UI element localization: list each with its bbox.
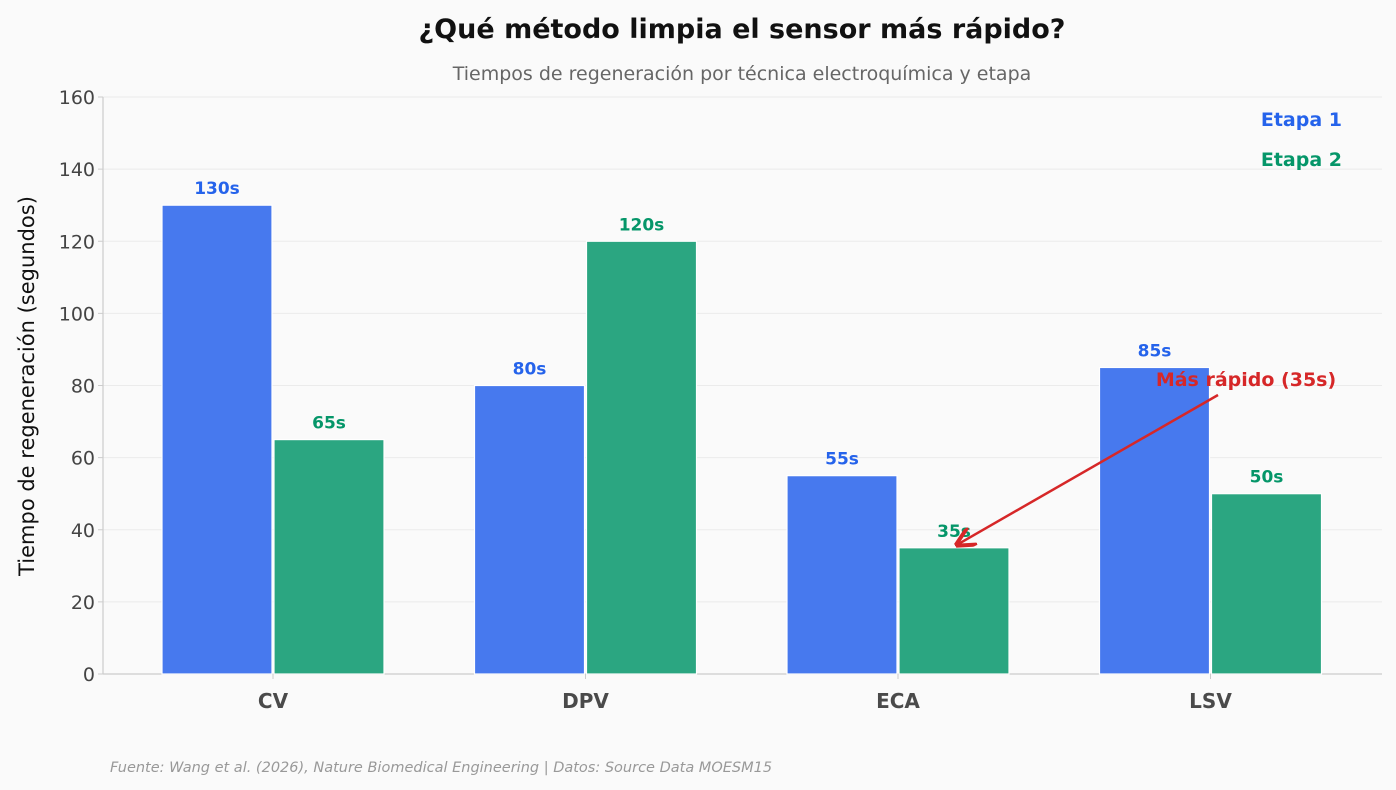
bar-cv-series-2	[273, 438, 385, 675]
x-tick-label: DPV	[562, 689, 609, 713]
source-note: Fuente: Wang et al. (2026), Nature Biome…	[110, 760, 772, 776]
data-label: 130s	[194, 179, 240, 199]
bar-dpv-series-1	[473, 384, 586, 675]
annotation: Más rápido (35s)	[957, 369, 1336, 545]
legend-entry: Etapa 2	[1261, 149, 1342, 171]
x-tick-label: CV	[258, 689, 289, 713]
y-axis-ticks: 0 20 40 60 80 100 120 140 160	[59, 87, 103, 686]
legend: Etapa 1 Etapa 2	[1261, 109, 1342, 171]
data-label: 50s	[1250, 468, 1284, 488]
data-label: 120s	[619, 215, 665, 235]
y-tick-label: 160	[59, 87, 95, 109]
y-tick-label: 80	[71, 376, 95, 398]
annotation-label: Más rápido (35s)	[1156, 369, 1336, 391]
data-label: 80s	[513, 360, 547, 380]
bar-eca-series-1	[786, 475, 898, 675]
y-tick-label: 20	[71, 592, 95, 614]
annotation-arrow	[957, 393, 1219, 545]
data-label: 85s	[1138, 341, 1172, 361]
y-axis-label: Tiempo de regeneración (segundos)	[15, 196, 39, 577]
legend-entry: Etapa 1	[1261, 109, 1342, 131]
chart-title: ¿Qué método limpia el sensor más rápido?	[419, 14, 1066, 45]
data-label: 65s	[312, 414, 346, 434]
bar-cv-series-1	[161, 204, 273, 675]
x-tick-label: LSV	[1189, 689, 1232, 713]
y-tick-label: 140	[59, 159, 95, 181]
y-tick-label: 60	[71, 448, 95, 470]
bar-dpv-series-2	[585, 240, 698, 675]
chart-subtitle: Tiempos de regeneración por técnica elec…	[452, 63, 1032, 85]
y-tick-label: 40	[71, 520, 95, 542]
y-tick-label: 120	[59, 231, 95, 253]
bar-lsv-series-1	[1098, 366, 1211, 675]
x-axis-ticks: CV DPV ECA LSV	[258, 674, 1232, 713]
x-tick-label: ECA	[876, 689, 920, 713]
y-tick-label: 0	[83, 664, 95, 686]
bar-eca-series-2	[898, 547, 1010, 675]
bar-lsv-series-2	[1210, 493, 1323, 675]
bars	[161, 204, 1323, 675]
data-label: 55s	[825, 450, 859, 470]
y-tick-label: 100	[59, 303, 95, 325]
